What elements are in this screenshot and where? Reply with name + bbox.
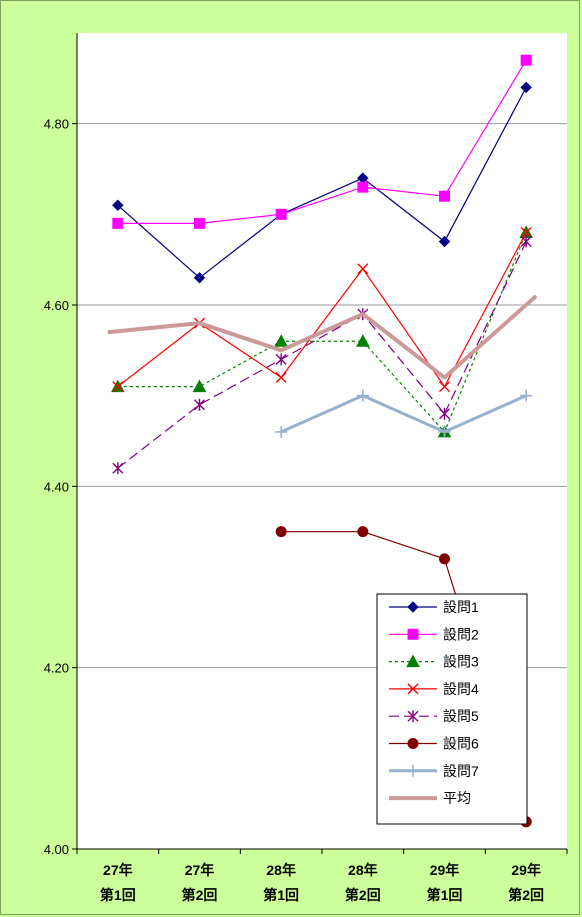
legend-item-6-marker bbox=[407, 738, 419, 749]
x-tick-label-round: 第2回 bbox=[345, 887, 381, 903]
series-1-point bbox=[112, 199, 124, 211]
x-tick-label-year: 28年 bbox=[348, 862, 378, 878]
series-7-point bbox=[438, 425, 451, 438]
series-7-point bbox=[356, 389, 369, 402]
series-6-point bbox=[439, 553, 450, 565]
x-tick-label-round: 第1回 bbox=[263, 887, 299, 903]
y-tick-label: 4.20 bbox=[44, 661, 69, 676]
legend-item-7-marker bbox=[407, 764, 419, 777]
series-2-line bbox=[117, 59, 527, 224]
series-2-point bbox=[275, 208, 287, 220]
series-6-point bbox=[275, 526, 287, 538]
y-tick-label: 4.00 bbox=[44, 842, 69, 857]
legend-item-6-label: 設問6 bbox=[443, 736, 479, 752]
series-1-point bbox=[193, 272, 206, 284]
series-5-point bbox=[275, 353, 287, 366]
series-4-point bbox=[112, 381, 124, 393]
legend-item-1-label: 設問1 bbox=[443, 599, 479, 615]
series-5-point bbox=[194, 398, 205, 411]
series-7-point bbox=[275, 425, 288, 438]
series-4-point bbox=[439, 381, 450, 393]
x-tick-label-year: 27年 bbox=[185, 862, 215, 878]
legend-item-7-label: 設問7 bbox=[443, 763, 479, 779]
x-tick-label-year: 28年 bbox=[266, 862, 296, 878]
series-4-point bbox=[275, 372, 287, 384]
series-1-point bbox=[438, 235, 451, 248]
x-tick-label-year: 27年 bbox=[103, 862, 133, 878]
legend-item-3-label: 設問3 bbox=[443, 654, 479, 670]
series-5-point bbox=[520, 235, 532, 248]
series-1-point bbox=[520, 81, 532, 94]
series-3-point bbox=[274, 334, 289, 347]
y-tick-label: 4.60 bbox=[44, 298, 69, 313]
series-3-point bbox=[192, 379, 207, 393]
series-2-point bbox=[112, 217, 124, 229]
x-tick-label-round: 第1回 bbox=[100, 887, 136, 903]
x-tick-label-year: 29年 bbox=[430, 862, 460, 878]
series-2-point bbox=[194, 217, 205, 229]
series-3-line bbox=[117, 232, 527, 433]
x-tick-label-round: 第2回 bbox=[508, 887, 544, 903]
legend-item-4-label: 設問4 bbox=[443, 681, 479, 697]
series-2-point bbox=[357, 181, 369, 193]
legend-item-8-label: 平均 bbox=[443, 790, 471, 806]
series-8-line bbox=[107, 294, 538, 380]
legend-item-5-marker bbox=[407, 710, 419, 723]
legend-item-3-marker bbox=[406, 654, 420, 668]
series-4-point bbox=[520, 226, 532, 238]
series-7-point bbox=[520, 389, 533, 402]
legend-item-5-label: 設問5 bbox=[443, 708, 479, 724]
series-4-point bbox=[357, 263, 369, 275]
legend-box bbox=[376, 593, 528, 825]
x-tick-label-round: 第1回 bbox=[427, 887, 463, 903]
series-4-line bbox=[117, 232, 527, 388]
y-tick-label: 4.80 bbox=[44, 117, 69, 132]
series-3-point bbox=[355, 334, 370, 347]
x-tick-label-round: 第2回 bbox=[182, 887, 218, 903]
x-tick-label-year: 29年 bbox=[511, 862, 541, 878]
series-5-line bbox=[117, 241, 527, 469]
series-5-point bbox=[439, 407, 450, 420]
legend-item-2-label: 設問2 bbox=[443, 626, 479, 642]
series-5-point bbox=[112, 462, 124, 475]
legend-item-1-marker bbox=[407, 601, 419, 613]
legend-item-4-marker bbox=[407, 683, 419, 695]
series-6-point bbox=[357, 526, 369, 538]
series-7-line bbox=[280, 394, 527, 434]
legend-item-2-marker bbox=[407, 628, 419, 640]
y-tick-label: 4.40 bbox=[44, 479, 69, 494]
series-2-point bbox=[520, 54, 532, 66]
series-2-point bbox=[439, 190, 450, 202]
series-1-line bbox=[117, 87, 527, 279]
